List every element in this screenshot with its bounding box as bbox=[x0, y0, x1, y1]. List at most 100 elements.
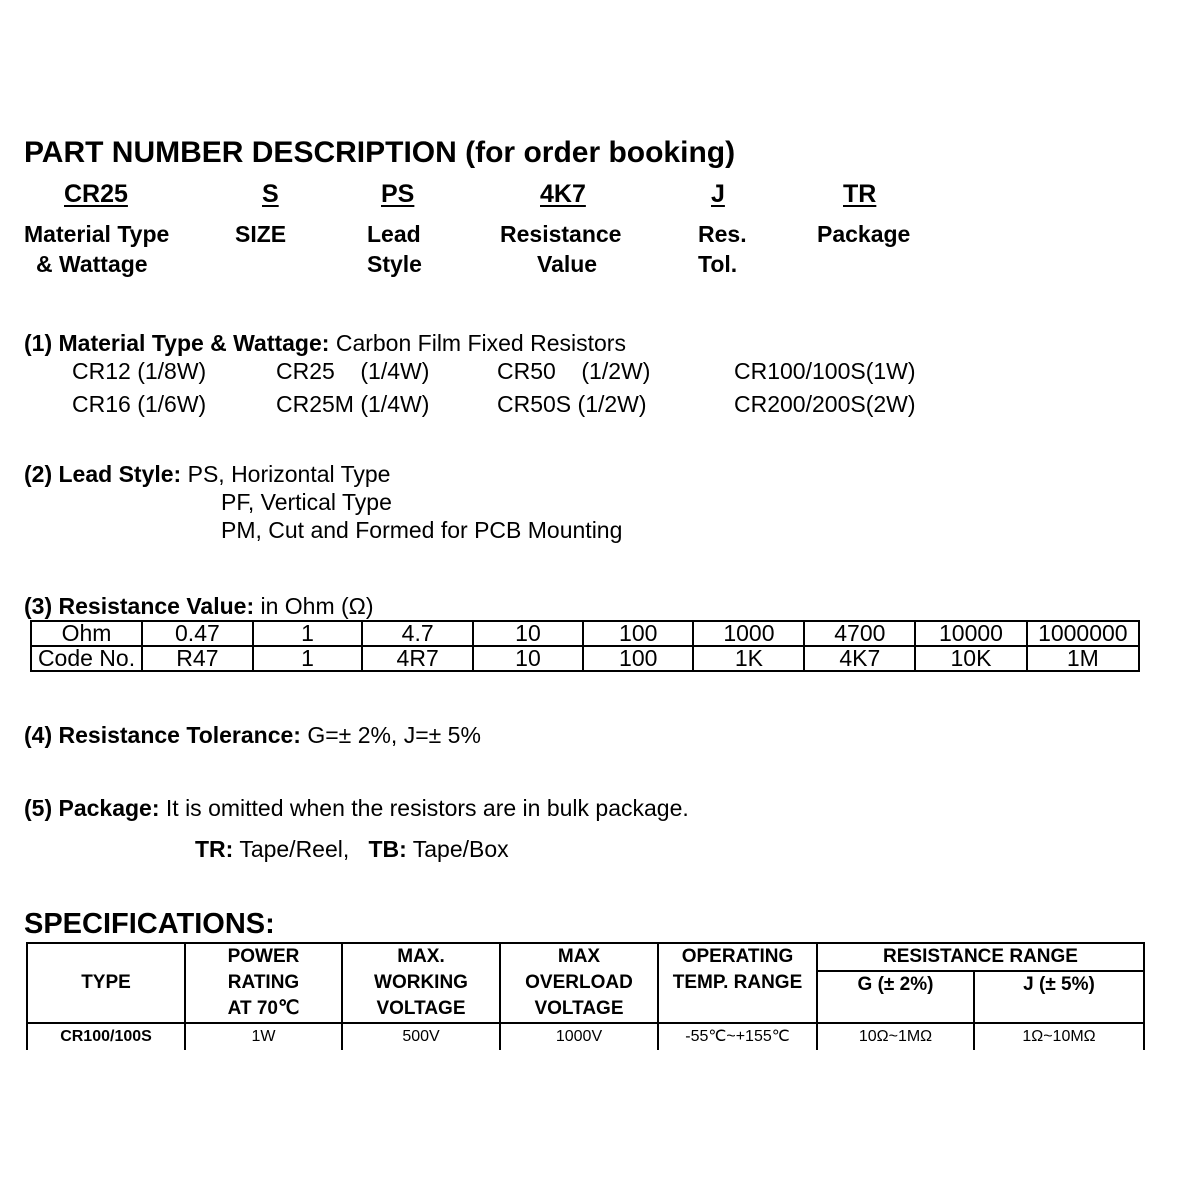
label-lead: Lead bbox=[367, 221, 421, 247]
table-cell: 1M bbox=[1025, 645, 1141, 672]
lead-style-line: PM, Cut and Formed for PCB Mounting bbox=[221, 517, 623, 543]
material-item: CR100/100S(1W) bbox=[734, 358, 916, 384]
material-item: CR50S (1/2W) bbox=[497, 391, 647, 417]
table-cell: 4K7 bbox=[803, 645, 917, 672]
cell-type: CR100/100S bbox=[26, 1022, 186, 1050]
page-title: PART NUMBER DESCRIPTION (for order booki… bbox=[24, 136, 736, 169]
table-cell: Code No. bbox=[29, 645, 144, 672]
section-package: (5) Package: It is omitted when the resi… bbox=[24, 794, 689, 822]
table-header-row: G (± 2%) J (± 5%) bbox=[27, 970, 1145, 1024]
th-line: MAX. bbox=[397, 946, 445, 967]
label-resistance-2: Value bbox=[537, 251, 598, 277]
material-item: CR50 (1/2W) bbox=[497, 358, 651, 384]
spec-table: TYPE POWER RATING AT 70℃ MAX. WORKING VOLTAG… bbox=[26, 942, 1145, 1050]
cell-temp: -55℃~+155℃ bbox=[657, 1022, 818, 1050]
label-lead-2: Style bbox=[367, 251, 422, 277]
table-cell: 0.47 bbox=[141, 620, 254, 647]
section-heading: (4) Resistance Tolerance: bbox=[24, 722, 301, 748]
th-overload: MAX OVERLOAD VOLTAGE bbox=[499, 942, 659, 1024]
section-text: G=± 2%, J=± 5% bbox=[307, 722, 481, 748]
resistance-table: Ohm 0.47 1 4.7 10 100 1000 4700 10000 1000000 Cod… bbox=[29, 620, 1141, 672]
th-g: G (± 2%) bbox=[816, 970, 975, 1024]
th-line: AT 70℃ bbox=[227, 998, 300, 1019]
table-row: Ohm 0.47 1 4.7 10 100 1000 4700 10000 1000000 bbox=[29, 620, 1141, 647]
th-line: WORKING bbox=[374, 972, 468, 993]
section-text: Carbon Film Fixed Resistors bbox=[335, 330, 626, 356]
material-item: CR16 (1/6W) bbox=[72, 391, 207, 417]
th-line: VOLTAGE bbox=[534, 998, 624, 1019]
th-working: MAX. WORKING VOLTAGE bbox=[341, 942, 501, 1024]
material-item: CR25 (1/4W) bbox=[276, 358, 430, 384]
table-cell: Ohm bbox=[29, 620, 144, 647]
cell-g: 10Ω~1MΩ bbox=[816, 1022, 975, 1050]
table-cell: 1000000 bbox=[1025, 620, 1141, 647]
th-line: OPERATING bbox=[681, 946, 794, 967]
table-cell: 4700 bbox=[803, 620, 917, 647]
table-cell: 10 bbox=[471, 620, 584, 647]
section-text: in Ohm (Ω) bbox=[260, 593, 374, 619]
table-cell: 100 bbox=[581, 620, 695, 647]
table-row: CR100/100S 1W 500V 1000V -55℃~+155℃ 10Ω~… bbox=[26, 1022, 1145, 1050]
th-line: TEMP. RANGE bbox=[672, 972, 803, 993]
tr-text: Tape/Reel, bbox=[239, 836, 350, 862]
material-item: CR25M (1/4W) bbox=[276, 391, 430, 417]
label-material-2: & Wattage bbox=[36, 251, 148, 277]
code-package: TR bbox=[843, 180, 877, 208]
label-resistance: Resistance bbox=[500, 221, 622, 247]
material-item: CR12 (1/8W) bbox=[72, 358, 207, 384]
th-power: POWER RATING AT 70℃ bbox=[184, 942, 343, 1024]
table-cell: R47 bbox=[141, 645, 254, 672]
table-cell: 10 bbox=[471, 645, 584, 672]
cell-j: 1Ω~10MΩ bbox=[973, 1022, 1145, 1050]
th-line: MAX bbox=[557, 946, 601, 967]
table-header-row: TYPE POWER RATING AT 70℃ MAX. WORKING VOLTAG… bbox=[26, 942, 1145, 1024]
th-j: J (± 5%) bbox=[973, 970, 1145, 1024]
table-cell: 10K bbox=[914, 645, 1028, 672]
material-item: CR200/200S(2W) bbox=[734, 391, 916, 417]
lead-style-line: PS, Horizontal Type bbox=[187, 461, 391, 487]
label-size: SIZE bbox=[235, 221, 287, 247]
package-options: TR: Tape/Reel, TB: Tape/Box bbox=[195, 835, 509, 863]
th-line: POWER bbox=[227, 946, 300, 967]
table-cell: 1000 bbox=[692, 620, 806, 647]
section-heading: (1) Material Type & Wattage: bbox=[24, 330, 330, 356]
table-cell: 100 bbox=[581, 645, 695, 672]
section-lead-style: (2) Lead Style: PS, Horizontal Type bbox=[24, 460, 390, 488]
table-cell: 4R7 bbox=[361, 645, 474, 672]
label-tolerance: Res. bbox=[698, 221, 747, 247]
tb-text: Tape/Box bbox=[412, 836, 509, 862]
code-size: S bbox=[262, 180, 279, 208]
cell-overload: 1000V bbox=[499, 1022, 659, 1050]
code-resistance: 4K7 bbox=[540, 180, 586, 208]
section-text: It is omitted when the resistors are in … bbox=[165, 795, 689, 821]
lead-style-line: PF, Vertical Type bbox=[221, 489, 392, 515]
label-material: Material Type bbox=[24, 221, 170, 247]
label-tolerance-2: Tol. bbox=[698, 251, 738, 277]
th-line: OVERLOAD bbox=[525, 972, 633, 993]
section-material: (1) Material Type & Wattage: Carbon Film… bbox=[24, 329, 626, 357]
section-heading: (2) Lead Style: bbox=[24, 461, 182, 487]
label-package: Package bbox=[817, 221, 911, 247]
tb-label: TB: bbox=[368, 836, 407, 862]
code-tolerance: J bbox=[711, 180, 725, 208]
th-line: VOLTAGE bbox=[376, 998, 466, 1019]
th-type: TYPE bbox=[26, 942, 186, 1024]
code-lead: PS bbox=[381, 180, 415, 208]
th-line: RATING bbox=[227, 972, 300, 993]
th-resistance-range: RESISTANCE RANGE bbox=[816, 942, 1145, 972]
th-temp: OPERATING TEMP. RANGE bbox=[657, 942, 818, 1024]
section-tolerance: (4) Resistance Tolerance: G=± 2%, J=± 5% bbox=[24, 721, 481, 749]
table-cell: 4.7 bbox=[361, 620, 474, 647]
section-resistance: (3) Resistance Value: in Ohm (Ω) bbox=[24, 592, 374, 620]
table-cell: 1 bbox=[251, 645, 364, 672]
tr-label: TR: bbox=[195, 836, 234, 862]
section-heading: (5) Package: bbox=[24, 795, 160, 821]
table-cell: 1 bbox=[251, 620, 364, 647]
cell-working: 500V bbox=[341, 1022, 501, 1050]
spec-title: SPECIFICATIONS: bbox=[24, 908, 275, 940]
table-cell: 1K bbox=[692, 645, 806, 672]
code-material: CR25 bbox=[64, 180, 128, 208]
page-cutoff bbox=[0, 1050, 1200, 1200]
table-cell: 10000 bbox=[914, 620, 1028, 647]
